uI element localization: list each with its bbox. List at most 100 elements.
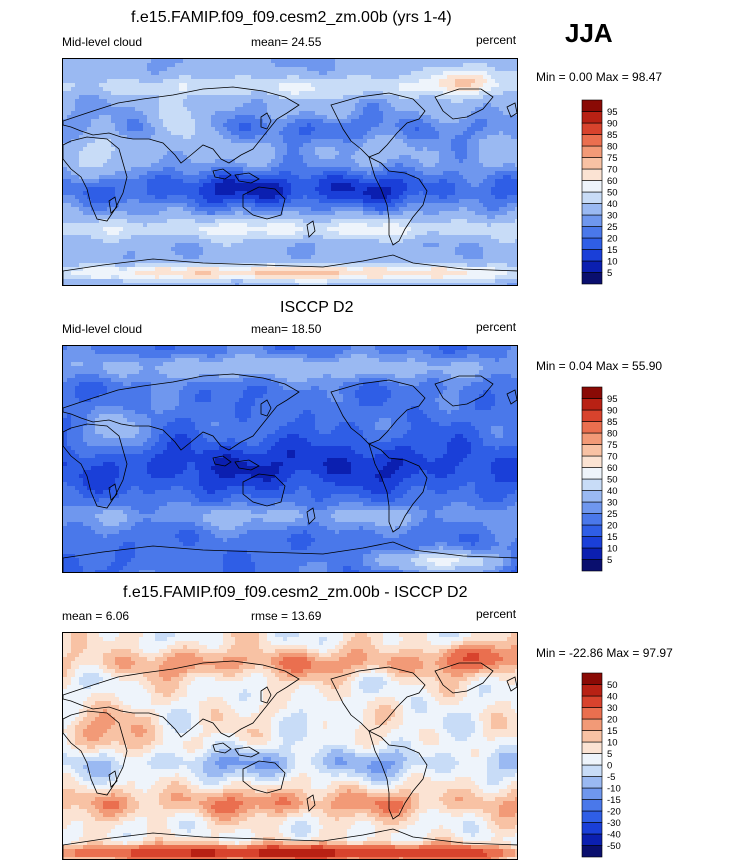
colorbar-tick-label: 70 bbox=[607, 165, 618, 176]
colorbar-box bbox=[581, 409, 603, 422]
colorbar-tick-label: 80 bbox=[607, 142, 618, 153]
colorbar-tick-label: 15 bbox=[607, 726, 618, 737]
panel-1-map bbox=[62, 58, 518, 286]
colorbar-box bbox=[581, 741, 603, 754]
colorbar-tick-label: 75 bbox=[607, 153, 618, 164]
panel-1-minmax: Min = 0.00 Max = 98.47 bbox=[536, 70, 663, 84]
colorbar-tick-label: 30 bbox=[607, 498, 618, 509]
colorbar-tick-label: -50 bbox=[607, 841, 621, 852]
colorbar-box bbox=[581, 180, 603, 193]
colorbar-box bbox=[581, 249, 603, 262]
colorbar-box bbox=[581, 272, 603, 285]
colorbar-box bbox=[581, 822, 603, 835]
colorbar-tick-label: -15 bbox=[607, 795, 621, 806]
panel-3-rmse-label: rmse = 13.69 bbox=[251, 609, 322, 623]
colorbar-box bbox=[581, 764, 603, 777]
colorbar-box bbox=[581, 753, 603, 766]
colorbar-tick-label: 0 bbox=[607, 761, 612, 772]
colorbar-tick-label: 20 bbox=[607, 234, 618, 245]
colorbar-tick-label: 40 bbox=[607, 692, 618, 703]
colorbar-box bbox=[581, 707, 603, 720]
colorbar-box bbox=[581, 145, 603, 158]
colorbar-box bbox=[581, 467, 603, 480]
colorbar-box bbox=[581, 776, 603, 789]
colorbar-box bbox=[581, 214, 603, 227]
panel-3-units-label: percent bbox=[476, 607, 517, 621]
colorbar-tick-label: -30 bbox=[607, 818, 621, 829]
colorbar-box bbox=[581, 398, 603, 411]
colorbar-box bbox=[581, 684, 603, 697]
panel-2-colorbar: 5 10 15 20 25 30 40 50 60 70 75 80 85 90 95 bbox=[581, 386, 618, 572]
colorbar-box bbox=[581, 191, 603, 204]
panel-3-mean-label: mean = 6.06 bbox=[62, 609, 130, 623]
colorbar-tick-label: 95 bbox=[607, 107, 618, 118]
colorbar-box bbox=[581, 99, 603, 112]
colorbar-tick-label: 5 bbox=[607, 268, 612, 279]
colorbar-box bbox=[581, 226, 603, 239]
colorbar-tick-label: 90 bbox=[607, 406, 618, 417]
colorbar-box bbox=[581, 455, 603, 468]
panel-1-variable-label: Mid-level cloud bbox=[62, 35, 143, 49]
colorbar-tick-label: 10 bbox=[607, 738, 618, 749]
colorbar-tick-label: 30 bbox=[607, 703, 618, 714]
colorbar-box bbox=[581, 237, 603, 250]
colorbar-tick-label: 50 bbox=[607, 188, 618, 199]
colorbar-tick-label: 85 bbox=[607, 130, 618, 141]
colorbar-box bbox=[581, 260, 603, 273]
colorbar-box bbox=[581, 730, 603, 743]
colorbar-box bbox=[581, 524, 603, 537]
colorbar-box bbox=[581, 501, 603, 514]
colorbar-tick-label: 80 bbox=[607, 429, 618, 440]
panel-3-map bbox=[62, 632, 518, 860]
colorbar-box bbox=[581, 547, 603, 560]
colorbar-box bbox=[581, 122, 603, 135]
coastlines bbox=[63, 660, 517, 859]
colorbar-tick-label: 90 bbox=[607, 119, 618, 130]
panel-1-colorbar: 5 10 15 20 25 30 40 50 60 70 75 80 85 90 95 bbox=[581, 99, 618, 285]
colorbar-tick-label: 60 bbox=[607, 176, 618, 187]
colorbar-box bbox=[581, 134, 603, 147]
colorbar-box bbox=[581, 718, 603, 731]
panel-2-title: ISCCP D2 bbox=[280, 299, 354, 316]
colorbar-tick-label: 20 bbox=[607, 521, 618, 532]
panel-1-title: f.e15.FAMIP.f09_f09.cesm2_zm.00b (yrs 1-… bbox=[131, 9, 452, 26]
colorbar-box bbox=[581, 203, 603, 216]
colorbar-tick-label: 10 bbox=[607, 257, 618, 268]
colorbar-box bbox=[581, 111, 603, 124]
coastlines bbox=[63, 373, 517, 572]
colorbar-box bbox=[581, 810, 603, 823]
colorbar-tick-label: -10 bbox=[607, 784, 621, 795]
colorbar-tick-label: 40 bbox=[607, 486, 618, 497]
colorbar-tick-label: 50 bbox=[607, 680, 618, 691]
panel-2-minmax: Min = 0.04 Max = 55.90 bbox=[536, 359, 663, 373]
colorbar-box bbox=[581, 695, 603, 708]
colorbar-tick-label: 15 bbox=[607, 245, 618, 256]
colorbar-tick-label: 70 bbox=[607, 452, 618, 463]
colorbar-tick-label: 85 bbox=[607, 417, 618, 428]
colorbar-box bbox=[581, 845, 603, 858]
colorbar-tick-label: 5 bbox=[607, 749, 612, 760]
colorbar-box bbox=[581, 421, 603, 434]
colorbar-box bbox=[581, 157, 603, 170]
colorbar-tick-label: 50 bbox=[607, 475, 618, 486]
colorbar-tick-label: -20 bbox=[607, 807, 621, 818]
colorbar-box bbox=[581, 536, 603, 549]
colorbar-tick-label: 20 bbox=[607, 715, 618, 726]
colorbar-box bbox=[581, 787, 603, 800]
colorbar-box bbox=[581, 833, 603, 846]
colorbar-box bbox=[581, 386, 603, 399]
colorbar-tick-label: 40 bbox=[607, 199, 618, 210]
colorbar-tick-label: 5 bbox=[607, 555, 612, 566]
colorbar-box bbox=[581, 672, 603, 685]
panel-1-units-label: percent bbox=[476, 33, 517, 47]
colorbar-box bbox=[581, 799, 603, 812]
colorbar-tick-label: -40 bbox=[607, 830, 621, 841]
panel-2-variable-label: Mid-level cloud bbox=[62, 322, 143, 336]
colorbar-tick-label: 30 bbox=[607, 211, 618, 222]
season-label: JJA bbox=[565, 18, 613, 48]
panel-1-mean-label: mean= 24.55 bbox=[251, 35, 322, 49]
panel-2-units-label: percent bbox=[476, 320, 517, 334]
panel-2-mean-label: mean= 18.50 bbox=[251, 322, 322, 336]
colorbar-box bbox=[581, 444, 603, 457]
colorbar-box bbox=[581, 478, 603, 491]
